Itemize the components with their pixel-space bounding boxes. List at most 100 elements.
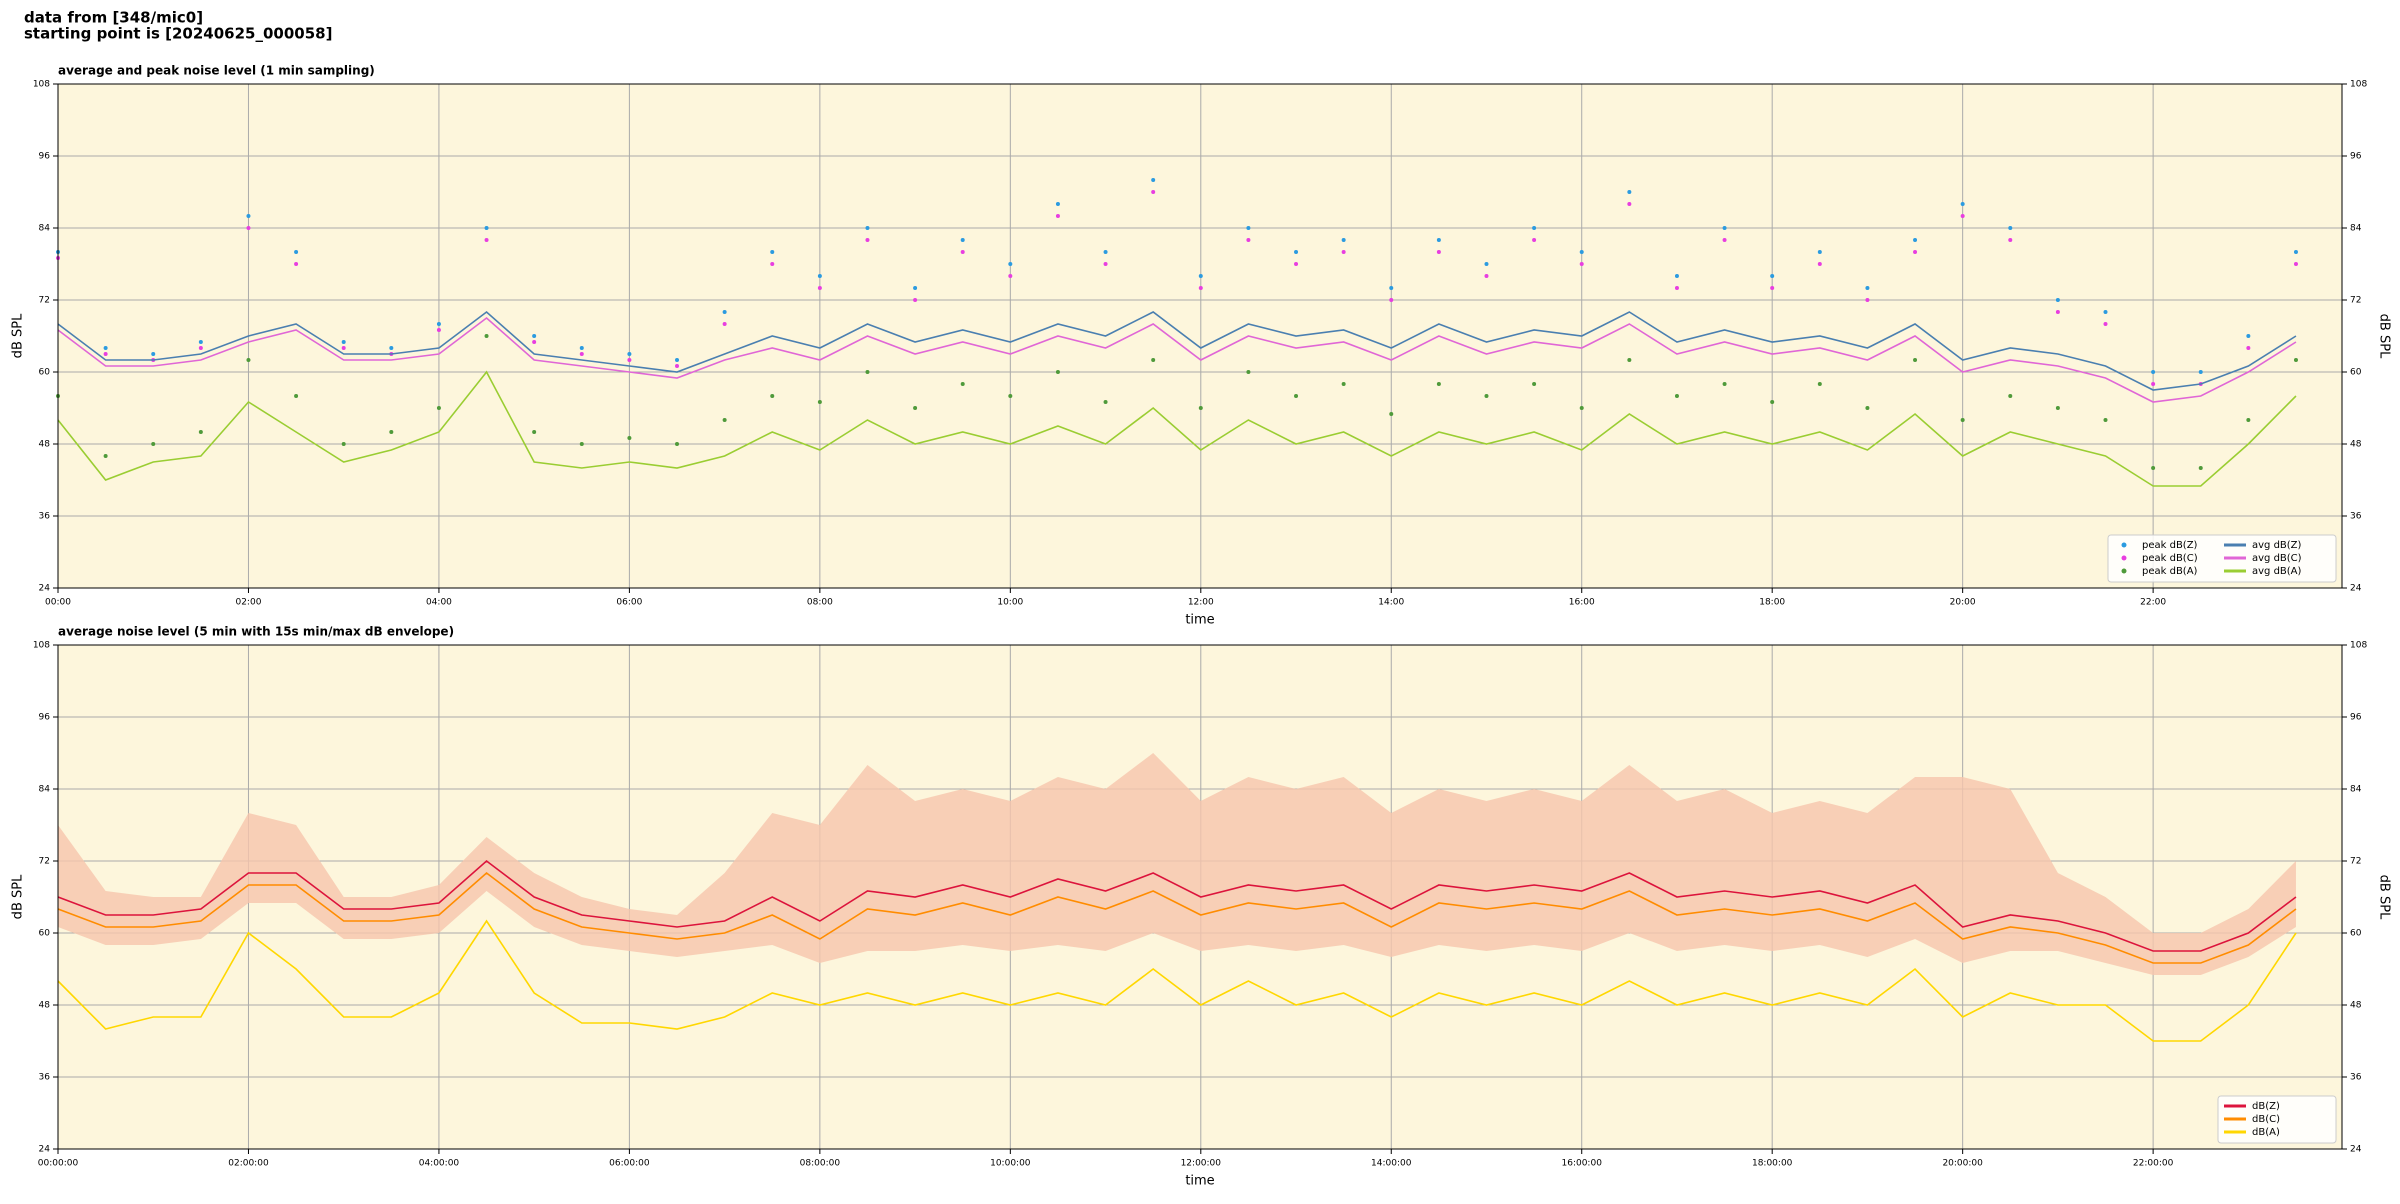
peak-dot bbox=[865, 226, 870, 230]
x-tick-label: 12:00 bbox=[1188, 598, 1214, 608]
x-tick-label: 12:00:00 bbox=[1181, 1159, 1222, 1169]
peak-dot bbox=[2198, 466, 2203, 470]
peak-dot bbox=[913, 298, 918, 302]
x-tick-label: 22:00 bbox=[2140, 598, 2166, 608]
peak-dot bbox=[1436, 382, 1441, 386]
peak-dot bbox=[770, 262, 775, 266]
peak-dot bbox=[817, 286, 822, 290]
peak-dot bbox=[1151, 178, 1156, 182]
peak-dot bbox=[436, 328, 441, 332]
series-line bbox=[57, 859, 2297, 952]
x-tick-label: 20:00 bbox=[1950, 598, 1976, 608]
peak-dot bbox=[1151, 190, 1156, 194]
peak-dot bbox=[1294, 262, 1299, 266]
x-tick-label: 00:00:00 bbox=[38, 1159, 79, 1169]
y2-axis-label: dB SPL bbox=[2377, 875, 2392, 920]
peak-dot bbox=[1817, 250, 1822, 254]
peak-dot bbox=[1770, 286, 1775, 290]
peak-dot bbox=[1103, 262, 1108, 266]
y-tick-label: 72 bbox=[39, 857, 50, 867]
x-tick-label: 04:00:00 bbox=[419, 1159, 460, 1169]
peak-dot bbox=[1198, 286, 1203, 290]
x-tick-label: 18:00:00 bbox=[1752, 1159, 1793, 1169]
y-tick-label: 96 bbox=[39, 152, 51, 162]
peak-dot bbox=[2151, 382, 2156, 386]
peak-dot bbox=[1579, 250, 1584, 254]
y-tick-label: 24 bbox=[39, 1145, 51, 1155]
peak-dot bbox=[294, 394, 299, 398]
peak-dot bbox=[1246, 370, 1251, 374]
peak-dot bbox=[1722, 226, 1727, 230]
peak-dot bbox=[484, 334, 489, 338]
peak-dot bbox=[1341, 382, 1346, 386]
peak-dot bbox=[2008, 226, 2013, 230]
peak-dot bbox=[1674, 394, 1679, 398]
y-tick-label: 60 bbox=[39, 368, 51, 378]
peak-dot bbox=[2246, 418, 2251, 422]
peak-dot bbox=[1294, 250, 1299, 254]
y2-tick-label: 72 bbox=[2350, 857, 2361, 867]
x-tick-label: 10:00:00 bbox=[990, 1159, 1031, 1169]
peak-dot bbox=[627, 352, 632, 356]
peak-dot bbox=[294, 250, 299, 254]
legend-marker bbox=[2121, 568, 2127, 574]
x-tick-label: 16:00:00 bbox=[1562, 1159, 1603, 1169]
legend-label: dB(Z) bbox=[2252, 1101, 2280, 1112]
peak-dot bbox=[579, 346, 584, 350]
peak-dot bbox=[2103, 310, 2108, 314]
peak-dot bbox=[960, 382, 965, 386]
y2-tick-label: 48 bbox=[2350, 440, 2362, 450]
peak-dot bbox=[1960, 418, 1965, 422]
peak-dot bbox=[1770, 400, 1775, 404]
peak-dot bbox=[627, 358, 632, 362]
y2-tick-label: 96 bbox=[2350, 152, 2362, 162]
peak-dot bbox=[532, 334, 537, 338]
y2-tick-label: 84 bbox=[2350, 224, 2362, 234]
peak-dot bbox=[2198, 370, 2203, 374]
x-axis-label: time bbox=[1185, 1174, 1214, 1189]
x-tick-label: 08:00 bbox=[807, 598, 833, 608]
legend-label: peak dB(Z) bbox=[2142, 540, 2198, 551]
peak-dot bbox=[2293, 250, 2298, 254]
peak-dot bbox=[103, 352, 108, 356]
header-line: starting point is [20240625_000058] bbox=[24, 25, 332, 43]
peak-dot bbox=[1246, 238, 1251, 242]
y2-tick-label: 36 bbox=[2350, 512, 2362, 522]
y2-tick-label: 24 bbox=[2350, 584, 2362, 594]
peak-dot bbox=[151, 352, 156, 356]
peak-dot bbox=[389, 346, 394, 350]
peak-dot bbox=[579, 352, 584, 356]
peak-dot bbox=[960, 238, 965, 242]
peak-dot bbox=[817, 400, 822, 404]
legend-label: peak dB(C) bbox=[2142, 553, 2198, 564]
peak-dot bbox=[1674, 274, 1679, 278]
y-tick-label: 84 bbox=[39, 785, 51, 795]
peak-dot bbox=[1484, 394, 1489, 398]
peak-dot bbox=[1341, 250, 1346, 254]
peak-dot bbox=[1865, 286, 1870, 290]
peak-dot bbox=[1055, 214, 1060, 218]
peak-dot bbox=[1627, 358, 1632, 362]
peak-dot bbox=[1770, 274, 1775, 278]
series-line bbox=[57, 871, 2297, 964]
legend-marker bbox=[2121, 542, 2127, 548]
peak-dot bbox=[1913, 238, 1918, 242]
peak-dot bbox=[1198, 406, 1203, 410]
x-tick-label: 02:00:00 bbox=[228, 1159, 269, 1169]
peak-dot bbox=[2055, 310, 2060, 314]
peak-dot bbox=[1436, 238, 1441, 242]
peak-dot bbox=[2293, 358, 2298, 362]
x-tick-label: 14:00:00 bbox=[1371, 1159, 1412, 1169]
peak-dot bbox=[675, 364, 680, 368]
y-tick-label: 108 bbox=[33, 641, 50, 651]
peak-dot bbox=[484, 238, 489, 242]
x-tick-label: 16:00 bbox=[1569, 598, 1595, 608]
peak-dot bbox=[1389, 298, 1394, 302]
series-line bbox=[57, 316, 2297, 403]
peak-dot bbox=[1103, 400, 1108, 404]
peak-dot bbox=[1389, 286, 1394, 290]
y-tick-label: 84 bbox=[39, 224, 51, 234]
chart-title: average and peak noise level (1 min samp… bbox=[58, 64, 375, 78]
peak-dot bbox=[2293, 262, 2298, 266]
